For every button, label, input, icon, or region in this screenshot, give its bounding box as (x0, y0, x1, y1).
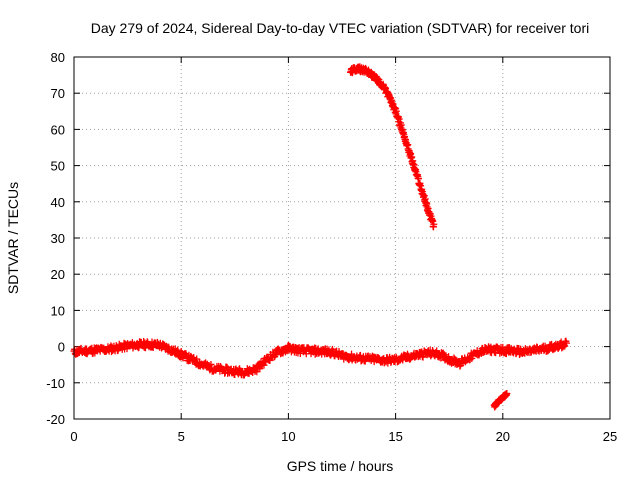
y-tick-label: 80 (51, 50, 65, 65)
data-point (430, 220, 438, 228)
y-tick-label: 10 (51, 303, 65, 318)
y-tick-labels: -20 -10 0 10 20 30 40 50 60 70 80 (46, 50, 65, 427)
y-tick-label: 30 (51, 231, 65, 246)
data-point (503, 390, 511, 398)
y-tick-label: 60 (51, 122, 65, 137)
x-tick-label: 25 (603, 429, 617, 444)
data-points (70, 63, 571, 411)
series-low (490, 390, 511, 411)
y-tick-label: 50 (51, 159, 65, 174)
x-tick-label: 15 (388, 429, 402, 444)
y-tick-label: 70 (51, 86, 65, 101)
series-main (70, 337, 571, 379)
y-tick-label: -20 (46, 412, 65, 427)
plot-frame (73, 56, 611, 420)
y-tick-label: 0 (58, 340, 65, 355)
grid (74, 57, 610, 419)
x-tick-label: 20 (496, 429, 510, 444)
series-high (347, 63, 438, 231)
chart-title: Day 279 of 2024, Sidereal Day-to-day VTE… (91, 20, 590, 36)
data-point (563, 339, 571, 347)
y-tick-label: -10 (46, 376, 65, 391)
x-tick-label: 10 (281, 429, 295, 444)
y-tick-label: 20 (51, 267, 65, 282)
x-tick-labels: 0 5 10 15 20 25 (70, 429, 617, 444)
x-tick-label: 0 (70, 429, 77, 444)
y-tick-label: 40 (51, 195, 65, 210)
y-axis-label: SDTVAR / TECUs (5, 182, 21, 294)
x-axis-label: GPS time / hours (287, 458, 394, 474)
x-tick-label: 5 (178, 429, 185, 444)
